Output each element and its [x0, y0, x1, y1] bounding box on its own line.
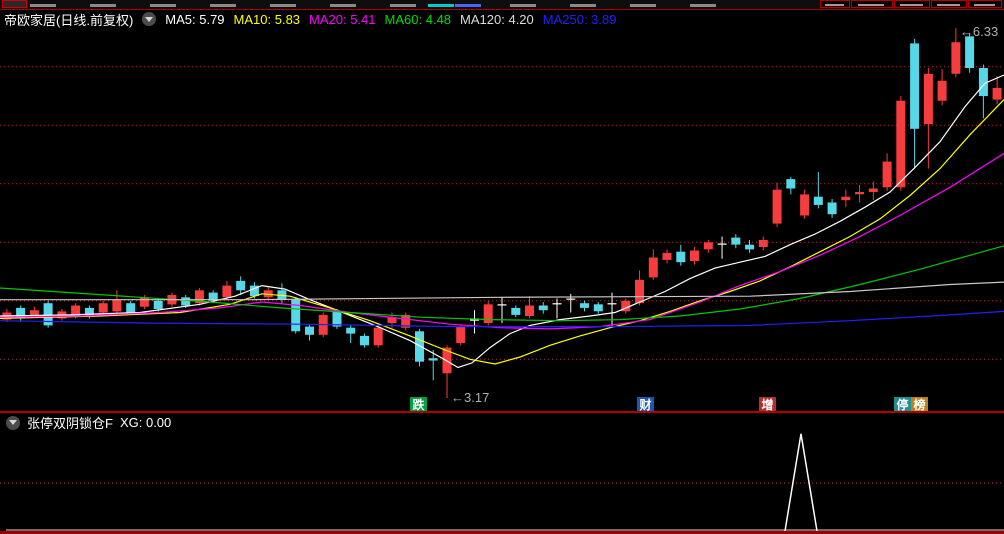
chevron-down-icon[interactable]: [6, 415, 20, 430]
ma5-label: MA5: 5.79: [165, 11, 225, 27]
indicator-header: 张停双阴锁仓F XG: 0.00: [6, 414, 171, 431]
menu-right-cell[interactable]: [931, 0, 967, 8]
event-marker[interactable]: 财: [637, 397, 654, 413]
menu-right-cell[interactable]: [894, 0, 930, 8]
indicator-name: 张停双阴锁仓F: [27, 416, 113, 431]
ma10-label: MA10: 5.83: [233, 11, 301, 27]
indicator-value: XG: 0.00: [119, 415, 172, 430]
event-marker[interactable]: 榜: [911, 397, 928, 413]
menu-right-cell[interactable]: [851, 0, 893, 8]
ma60-label: MA60: 4.48: [384, 11, 452, 27]
event-marker[interactable]: 停: [894, 397, 911, 413]
ma120-label: MA120: 4.20: [460, 11, 534, 27]
event-marker[interactable]: 增: [759, 397, 776, 413]
price-annotation: ←6.33: [960, 24, 998, 39]
event-marker[interactable]: 跌: [410, 397, 427, 413]
system-menu-icon[interactable]: [2, 0, 27, 8]
ma20-label: MA20: 5.41: [309, 11, 376, 27]
chevron-down-icon[interactable]: [142, 12, 157, 26]
ma250-label: MA250: 3.89: [542, 11, 617, 27]
panel-separator: [0, 411, 1004, 413]
menu-right-cell[interactable]: [820, 0, 850, 8]
instrument-title: 帝欧家居(日线.前复权): [4, 12, 134, 28]
price-annotation: ←3.17: [451, 390, 489, 405]
title-bar: 帝欧家居(日线.前复权) MA5: 5.79 MA10: 5.83 MA20: …: [4, 10, 616, 28]
bottom-border: [0, 531, 1004, 534]
menu-bar: [0, 0, 1004, 10]
menu-right-cell[interactable]: [968, 0, 1002, 8]
